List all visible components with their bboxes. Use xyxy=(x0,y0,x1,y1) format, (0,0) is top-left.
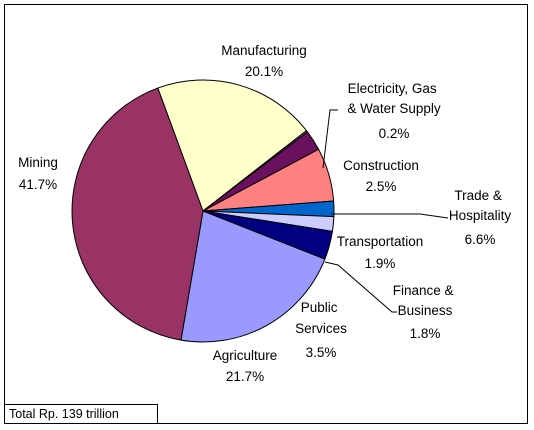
leader-lines xyxy=(322,109,449,313)
pie-slice xyxy=(157,79,308,212)
slice-name-label: Mining xyxy=(18,155,58,170)
slice-name-line-1: Finance & xyxy=(393,283,454,298)
slice-name-line-1: Trade & xyxy=(454,188,502,203)
slice-name-label: Trade & Hospitality xyxy=(449,188,512,223)
slice-value-label: 1.8% xyxy=(410,326,441,341)
slice-value-label: 20.1% xyxy=(245,64,283,79)
slice-name-line-1: Electricity, Gas xyxy=(348,81,437,96)
pie-slice xyxy=(180,210,326,343)
slice-name-line-2: Hospitality xyxy=(449,208,512,223)
slice-value-label: 0.2% xyxy=(379,126,410,141)
slice-name-label: Electricity, Gas & Water Supply xyxy=(347,81,441,116)
pie-slice xyxy=(71,87,204,341)
slice-name-label: Manufacturing xyxy=(221,43,307,58)
slice-name-label: Agriculture xyxy=(213,348,278,363)
slice-value-label: 21.7% xyxy=(226,369,264,384)
pie-slices xyxy=(71,79,335,343)
leader-line xyxy=(331,213,449,219)
slice-name-line-1: Public xyxy=(301,300,338,315)
slice-name-label: Public Services xyxy=(295,300,347,336)
leader-line xyxy=(324,261,397,313)
slice-value-label: 1.9% xyxy=(365,256,396,271)
leader-line xyxy=(322,109,338,169)
slice-name-line-2: & Water Supply xyxy=(347,101,441,116)
slice-name-label: Transportation xyxy=(337,234,424,249)
slice-name-label: Finance & Business xyxy=(393,283,458,318)
slice-value-label: 3.5% xyxy=(306,345,337,360)
slice-value-label: 41.7% xyxy=(19,177,57,192)
total-note: Total Rp. 139 trillion xyxy=(4,404,158,424)
slice-name-label: Construction xyxy=(343,158,419,173)
slice-name-line-2: Business xyxy=(398,303,453,318)
slice-name-line-2: Services xyxy=(295,321,347,336)
slice-value-label: 6.6% xyxy=(465,232,496,247)
slice-value-label: 2.5% xyxy=(366,179,397,194)
